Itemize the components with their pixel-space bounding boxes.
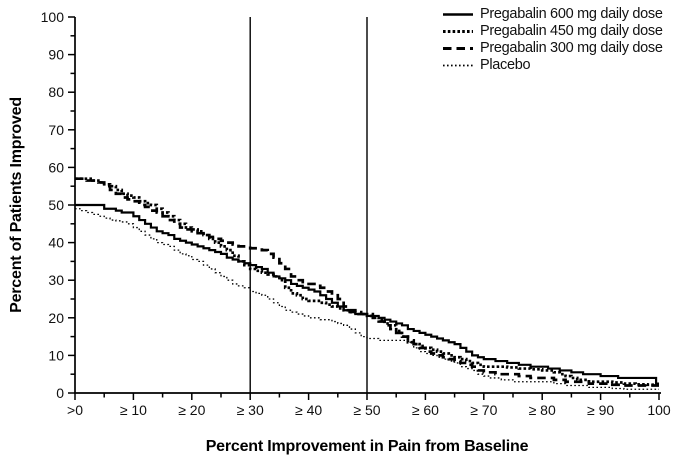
- y-tick-label: 60: [48, 159, 64, 175]
- x-tick-label: ≥ 90: [587, 402, 614, 418]
- x-axis-title: Percent Improvement in Pain from Baselin…: [205, 438, 529, 455]
- legend-label: Pregabalin 450 mg daily dose: [480, 22, 663, 39]
- legend-swatch-solid-icon: [443, 12, 473, 16]
- x-tick-label: ≥ 30: [237, 402, 264, 418]
- series-line-2: [75, 177, 659, 387]
- series-line-0: [75, 203, 659, 385]
- y-tick-label: 80: [48, 84, 64, 100]
- x-tick-label: 100: [647, 402, 671, 418]
- x-tick-label: ≥ 20: [178, 402, 205, 418]
- y-tick-label: 10: [48, 347, 64, 363]
- x-tick-label: ≥ 70: [470, 402, 497, 418]
- y-tick-label: 90: [48, 47, 64, 63]
- legend-swatch-dotted-thin-icon: [443, 64, 473, 66]
- series-line-1: [75, 177, 661, 387]
- y-tick-label: 50: [48, 197, 64, 213]
- y-tick-label: 20: [48, 310, 64, 326]
- x-tick-label: ≥ 60: [412, 402, 439, 418]
- y-tick-label: 0: [56, 385, 64, 401]
- x-tick-label: >0: [67, 402, 83, 418]
- y-tick-label: 40: [48, 235, 64, 251]
- x-tick-label: ≥ 40: [295, 402, 322, 418]
- legend: Pregabalin 600 mg daily dose Pregabalin 4…: [441, 5, 663, 73]
- x-tick-label: ≥ 80: [529, 402, 556, 418]
- legend-swatch-dashed-bold-icon: [443, 46, 473, 50]
- legend-item: Pregabalin 600 mg daily dose: [441, 5, 663, 22]
- y-tick-label: 70: [48, 122, 64, 138]
- series-line-3: [75, 208, 659, 390]
- y-tick-label: 30: [48, 272, 64, 288]
- legend-item: Pregabalin 450 mg daily dose: [441, 22, 663, 39]
- y-axis-title: Percent of Patients Improved: [8, 97, 25, 313]
- x-tick-label: ≥ 10: [120, 402, 147, 418]
- legend-item: Placebo: [441, 56, 663, 73]
- legend-label: Placebo: [480, 56, 531, 73]
- legend-label: Pregabalin 300 mg daily dose: [480, 39, 663, 56]
- x-tick-label: ≥ 50: [353, 402, 380, 418]
- legend-swatch-dotted-bold-icon: [443, 29, 473, 33]
- legend-label: Pregabalin 600 mg daily dose: [480, 5, 663, 22]
- legend-item: Pregabalin 300 mg daily dose: [441, 39, 663, 56]
- y-tick-label: 100: [41, 9, 65, 25]
